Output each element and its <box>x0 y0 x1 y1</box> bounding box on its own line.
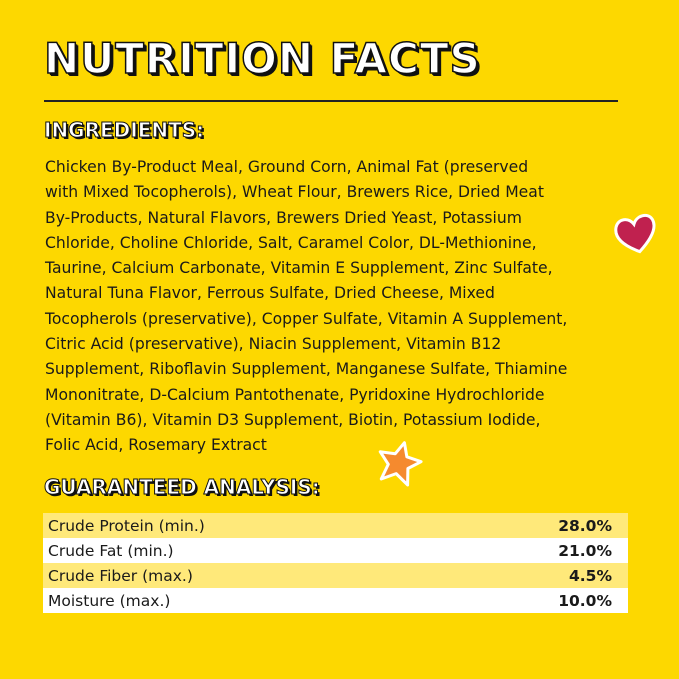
ingredients-line: By-Products, Natural Flavors, Brewers Dr… <box>45 208 522 227</box>
ingredients-line: Chloride, Choline Chloride, Salt, Carame… <box>45 233 537 252</box>
ingredients-line: Mononitrate, D-Calcium Pantothenate, Pyr… <box>45 385 545 404</box>
ingredients-line: Natural Tuna Flavor, Ferrous Sulfate, Dr… <box>45 284 495 303</box>
nutrient-value: 10.0% <box>558 591 612 610</box>
nutrient-value: 28.0% <box>558 516 612 535</box>
heart-icon <box>614 213 656 254</box>
ingredients-line: (Vitamin B6), Vitamin D3 Supplement, Bio… <box>45 410 541 429</box>
ingredients-heading: INGREDIENTS: <box>43 118 205 142</box>
star-icon <box>378 441 423 487</box>
table-row: Crude Fiber (max.) 4.5% <box>43 563 628 588</box>
nutrient-label: Crude Fiber (max.) <box>48 566 193 585</box>
analysis-heading: GUARANTEED ANALYSIS: <box>44 475 321 499</box>
nutrient-value: 4.5% <box>569 566 612 585</box>
nutrient-value: 21.0% <box>558 541 612 560</box>
ingredients-line: Folic Acid, Rosemary Extract <box>45 436 267 455</box>
table-row: Crude Protein (min.) 28.0% <box>43 513 628 538</box>
ingredients-line: Citric Acid (preservative), Niacin Suppl… <box>45 335 502 354</box>
nutrient-label: Crude Fat (min.) <box>48 541 174 560</box>
table-row: Moisture (max.) 10.0% <box>43 588 628 613</box>
table-row: Crude Fat (min.) 21.0% <box>43 538 628 563</box>
analysis-table: Crude Protein (min.) 28.0% Crude Fat (min… <box>43 513 628 613</box>
nutrient-label: Moisture (max.) <box>48 591 171 610</box>
ingredients-line: Taurine, Calcium Carbonate, Vitamin E Su… <box>45 259 553 278</box>
ingredients-list: Chicken By-Product Meal, Ground Corn, An… <box>45 155 567 459</box>
nutrient-label: Crude Protein (min.) <box>48 516 205 535</box>
ingredients-line: Tocopherols (preservative), Copper Sulfa… <box>45 309 568 328</box>
ingredients-line: Chicken By-Product Meal, Ground Corn, An… <box>45 158 529 176</box>
ingredients-line: Supplement, Riboflavin Supplement, Manga… <box>45 360 568 379</box>
divider <box>44 100 618 102</box>
ingredients-line: with Mixed Tocopherols), Wheat Flour, Br… <box>45 183 544 202</box>
page-title: NUTRITION FACTS <box>43 34 481 83</box>
